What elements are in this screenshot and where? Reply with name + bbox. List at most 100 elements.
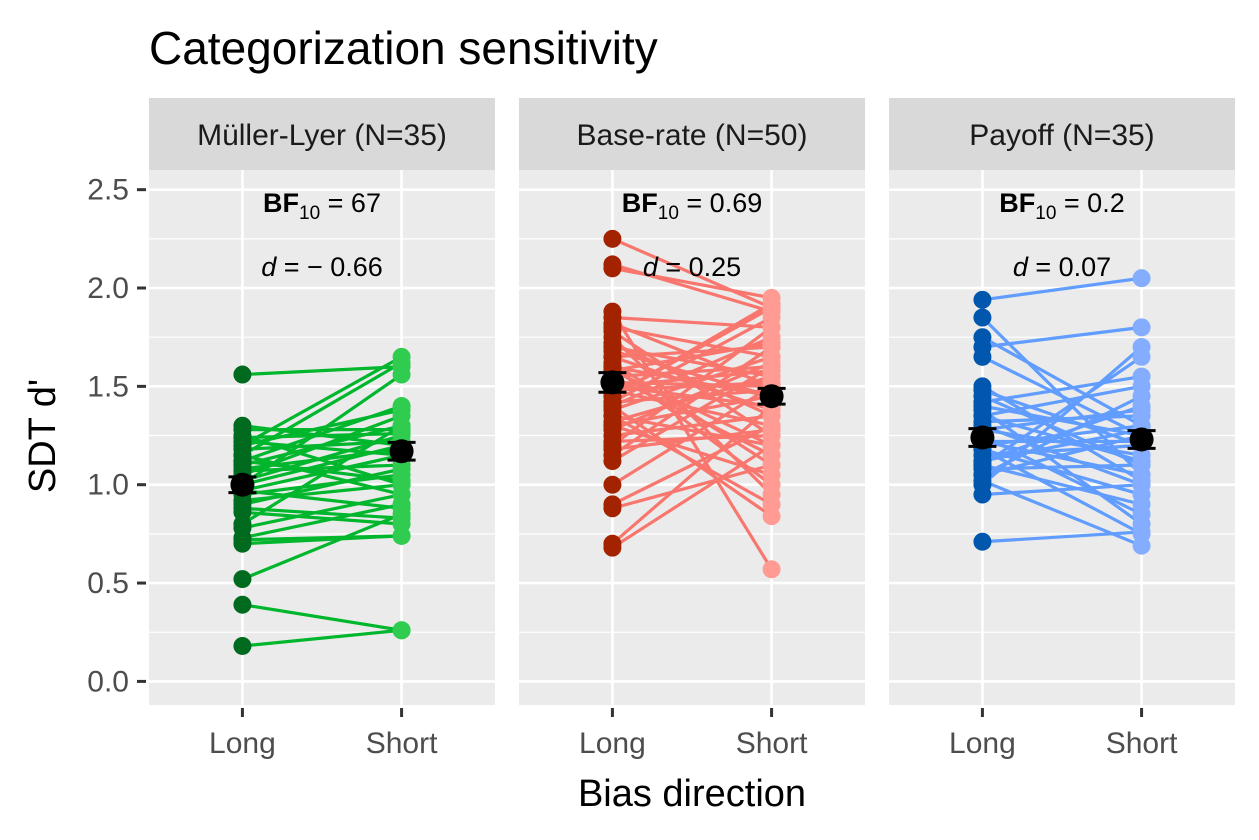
y-tick-label: 0.0 — [87, 665, 129, 698]
y-axis: 0.0 0.5 1.0 1.5 2.0 2.5 — [87, 174, 146, 698]
short-point — [1132, 387, 1151, 406]
y-tick-label: 1.0 — [87, 469, 129, 502]
participant-line — [611, 424, 773, 506]
participant-line — [611, 404, 773, 545]
participant-line — [242, 502, 402, 540]
mean-point — [389, 439, 414, 464]
participant-line — [611, 237, 773, 310]
panel: Müller-Lyer (N=35) Long Short BF10 = 67 d = … — [149, 98, 495, 760]
short-point — [762, 318, 781, 337]
x-tick-label: Short — [1106, 727, 1178, 760]
mean-point — [230, 472, 255, 497]
short-point — [1132, 347, 1151, 366]
participant-line — [242, 453, 402, 493]
x-tick-label: Long — [949, 727, 1016, 760]
long-point — [973, 452, 992, 471]
long-point — [233, 365, 252, 384]
participant-line — [981, 355, 1143, 467]
short-point — [392, 424, 411, 443]
participant-line — [242, 628, 402, 648]
bf-annotation: BF10 = 0.2 — [999, 188, 1124, 224]
long-point — [603, 495, 622, 514]
long-point — [603, 534, 622, 553]
participant-line — [981, 479, 1143, 548]
participant-line — [242, 489, 402, 510]
x-axis-title: Bias direction — [578, 773, 806, 815]
long-point — [603, 475, 622, 494]
y-tick-label: 2.5 — [87, 174, 129, 207]
x-tick-label: Long — [209, 727, 276, 760]
participant-line — [241, 355, 403, 447]
long-point — [973, 377, 992, 396]
short-point — [762, 420, 781, 439]
short-point — [762, 465, 781, 484]
x-tick-label: Short — [366, 727, 438, 760]
participant-line — [981, 447, 1143, 536]
panel: Payoff (N=35) Long Short BF10 = 0.2 d = 0.07 — [889, 98, 1235, 760]
short-point — [392, 357, 411, 376]
participant-line — [612, 341, 772, 373]
long-point — [603, 255, 622, 274]
long-point — [233, 452, 252, 471]
participant-line — [981, 408, 1143, 526]
long-point — [603, 229, 622, 248]
short-point — [1132, 367, 1151, 386]
short-point — [392, 471, 411, 490]
long-point — [233, 503, 252, 522]
panel-strip-label: Payoff (N=35) — [969, 119, 1154, 152]
participant-line — [612, 365, 772, 379]
long-point — [973, 328, 992, 347]
participant-line — [241, 512, 403, 581]
y-tick-label: 2.0 — [87, 272, 129, 305]
participant-line — [242, 534, 402, 542]
short-point — [392, 400, 411, 419]
participant-line — [242, 453, 402, 497]
effect-size-annotation: d = − 0.66 — [261, 252, 383, 282]
short-point — [392, 621, 411, 640]
participant-line — [612, 428, 772, 451]
short-point — [762, 353, 781, 372]
participant-line — [611, 424, 773, 477]
effect-size-annotation: d = 0.25 — [643, 252, 741, 282]
x-tick-label: Long — [579, 727, 646, 760]
participant-line — [242, 603, 402, 632]
short-point — [1132, 318, 1151, 337]
long-point — [603, 420, 622, 439]
participant-line — [611, 444, 773, 549]
participant-line — [981, 424, 1143, 487]
long-point — [233, 595, 252, 614]
long-point — [233, 636, 252, 655]
short-point — [762, 294, 781, 313]
bf-annotation: BF10 = 67 — [263, 188, 381, 224]
y-axis-title: SDT d' — [22, 379, 64, 493]
participant-line — [981, 384, 1143, 483]
mean-point — [1129, 427, 1154, 452]
mean-point — [759, 384, 784, 409]
long-point — [603, 440, 622, 459]
participant-line — [612, 380, 772, 392]
participant-line — [242, 365, 402, 377]
bf-annotation: BF10 = 0.69 — [622, 188, 762, 224]
y-tick-label: 1.5 — [87, 370, 129, 403]
chart-title: Categorization sensitivity — [149, 22, 658, 74]
participant-line — [611, 262, 773, 314]
long-point — [603, 302, 622, 321]
short-point — [762, 334, 781, 353]
participant-line — [242, 459, 402, 483]
participant-line — [982, 428, 1142, 463]
participant-line — [982, 276, 1142, 302]
panel-background — [149, 170, 495, 705]
long-point — [973, 406, 992, 425]
x-tick-label: Short — [736, 727, 808, 760]
short-point — [392, 515, 411, 534]
effect-size-annotation: d = 0.07 — [1013, 252, 1111, 282]
short-point — [392, 499, 411, 518]
short-point — [1132, 524, 1151, 543]
panel-strip-label: Müller-Lyer (N=35) — [197, 119, 447, 152]
mean-point — [600, 370, 625, 395]
participant-line — [242, 431, 402, 440]
participant-line — [611, 414, 773, 506]
short-point — [1132, 465, 1151, 484]
